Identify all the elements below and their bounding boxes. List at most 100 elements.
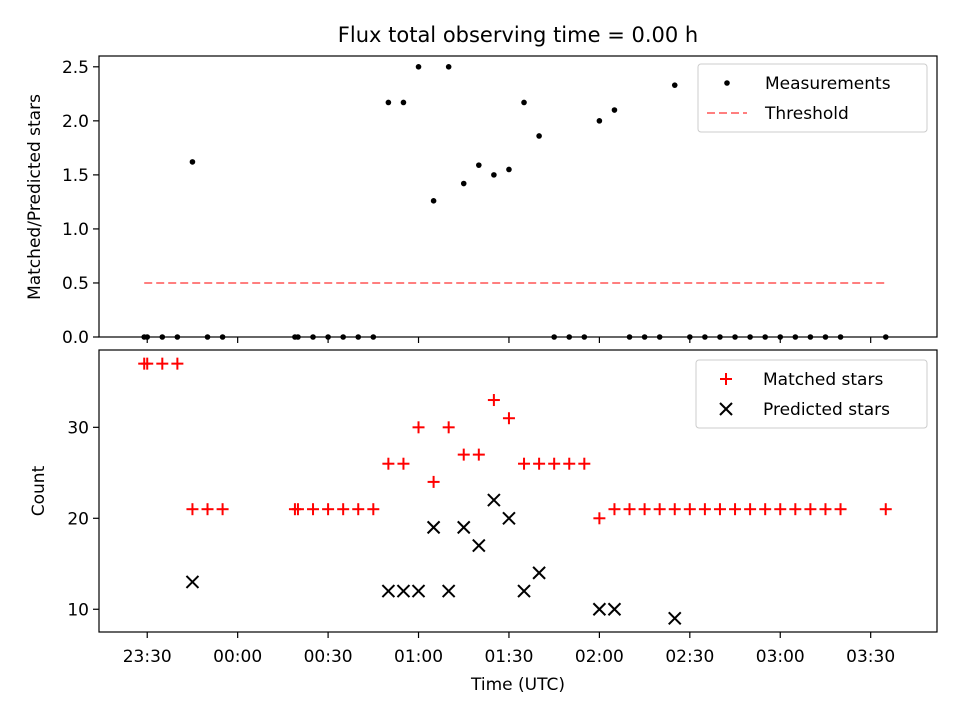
- predicted-star-stroke: [592, 602, 607, 616]
- x-tick-label: 02:30: [665, 647, 714, 667]
- measurement-point: [325, 334, 331, 340]
- matched-star-point: [608, 503, 621, 516]
- matched-star-point: [834, 503, 847, 516]
- matched-star-point: [382, 457, 395, 470]
- top-y-tick-label: 1.0: [62, 220, 89, 240]
- predicted-star-point: [396, 584, 411, 598]
- bottom-y-tick-label: 30: [67, 418, 89, 438]
- measurement-point: [551, 334, 557, 340]
- top-y-axis-label: Matched/Predicted stars: [25, 94, 45, 300]
- matched-star-point: [322, 503, 335, 516]
- predicted-star-stroke: [607, 602, 622, 616]
- predicted-star-stroke: [381, 584, 396, 598]
- matched-star-point: [713, 503, 726, 516]
- matched-star-point: [879, 503, 892, 516]
- predicted-star-point: [592, 602, 607, 616]
- matched-star-point: [698, 503, 711, 516]
- measurement-point: [310, 334, 316, 340]
- measurement-point: [159, 334, 166, 340]
- matched-star-point: [201, 503, 214, 516]
- x-tick-label: 03:30: [846, 647, 895, 667]
- measurement-point: [415, 64, 422, 70]
- measurement-point: [687, 334, 693, 340]
- predicted-star-stroke: [668, 611, 682, 626]
- measurement-point: [717, 334, 723, 340]
- measurement-point: [295, 334, 301, 340]
- measurement-point: [144, 334, 151, 340]
- matched-star-point: [804, 503, 817, 516]
- bottom-legend: Matched stars Predicted stars: [695, 359, 928, 429]
- matched-star-point: [442, 421, 455, 434]
- legend-predicted-label: Predicted stars: [763, 400, 890, 420]
- predicted-star-stroke: [517, 584, 531, 598]
- measurement-point: [671, 82, 678, 88]
- x-tick-label: 01:00: [394, 647, 443, 667]
- measurement-point: [566, 334, 573, 340]
- matched-star-point: [141, 357, 154, 370]
- matched-star-point: [668, 503, 681, 516]
- matched-star-point: [427, 475, 440, 488]
- top-legend: Measurements Threshold: [697, 63, 928, 133]
- matched-star-point: [412, 421, 425, 434]
- measurement-point: [340, 334, 346, 340]
- bottom-y-tick-label: 20: [67, 509, 89, 529]
- matched-star-point: [819, 503, 832, 516]
- measurement-point: [777, 334, 784, 340]
- legend-measurements-marker: [724, 80, 730, 86]
- measurement-point: [807, 334, 814, 340]
- measurement-point: [641, 334, 648, 340]
- predicted-star-point: [668, 611, 682, 626]
- bottom-legend-box: [695, 359, 928, 429]
- predicted-star-stroke: [472, 538, 486, 553]
- predicted-star-point: [426, 520, 441, 535]
- predicted-star-point: [441, 584, 456, 598]
- predicted-star-point: [381, 584, 396, 598]
- top-y-tick-label: 1.5: [62, 166, 89, 186]
- matched-star-point: [683, 503, 696, 516]
- legend-matched-marker: [720, 373, 732, 385]
- measurement-point: [536, 133, 542, 139]
- measurement-point: [445, 64, 452, 70]
- measurement-point: [189, 159, 196, 165]
- measurement-point: [506, 166, 512, 173]
- matched-star-point: [171, 357, 184, 370]
- predicted-star-stroke: [487, 493, 501, 507]
- top-y-tick-label: 0.0: [62, 328, 89, 348]
- predicted-star-point: [487, 493, 501, 507]
- top-legend-box: [697, 63, 928, 133]
- predicted-star-stroke: [426, 520, 441, 535]
- predicted-star-point: [411, 584, 426, 598]
- predicted-star-stroke: [411, 584, 426, 598]
- measurement-point: [581, 334, 588, 340]
- bottom-y-tick-label: 10: [67, 600, 89, 620]
- matched-star-point: [291, 503, 304, 516]
- measurement-point: [626, 334, 633, 340]
- predicted-star-stroke: [441, 584, 456, 598]
- measurement-point: [370, 334, 377, 340]
- measurement-point: [476, 162, 482, 168]
- predicted-star-point: [457, 520, 471, 535]
- measurement-point: [762, 334, 768, 340]
- predicted-star-point: [517, 584, 531, 598]
- measurement-point: [792, 334, 799, 340]
- measurement-point: [656, 334, 663, 340]
- matched-star-point: [502, 412, 515, 425]
- top-y-tick-label: 2.0: [62, 112, 89, 132]
- measurement-point: [702, 334, 708, 340]
- matched-star-point: [578, 457, 591, 470]
- measurement-point: [219, 334, 226, 340]
- measurement-point: [460, 180, 467, 187]
- measurement-point: [837, 334, 844, 340]
- predicted-star-point: [472, 538, 486, 553]
- measurement-point: [521, 99, 527, 106]
- measurement-point: [732, 334, 738, 340]
- measurement-point: [491, 172, 497, 178]
- x-tick-label: 23:30: [123, 647, 172, 667]
- measurement-point: [596, 118, 603, 124]
- matched-star-point: [352, 503, 365, 516]
- matched-star-point: [367, 503, 380, 516]
- bottom-y-axis-label: Count: [29, 465, 49, 516]
- x-axis-label: Time (UTC): [470, 675, 565, 695]
- matched-star-point: [307, 503, 320, 516]
